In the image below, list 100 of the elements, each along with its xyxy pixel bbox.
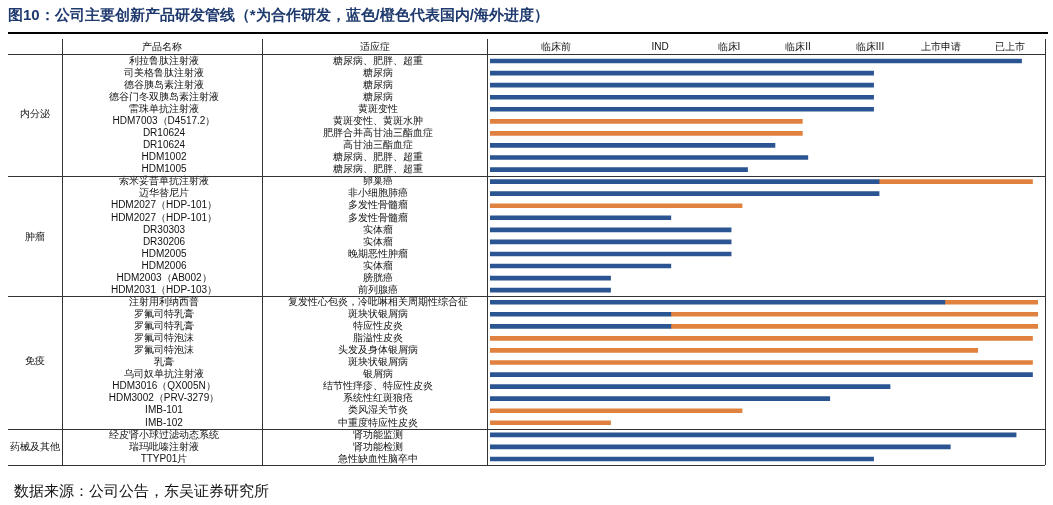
y-tick-label: HDM2003（AB002）: [116, 271, 212, 283]
y2-tick-label: 斑块状银屑病: [348, 308, 408, 320]
y-tick-label: 罗氟司特泡沫: [134, 332, 194, 344]
y2-tick-label: 实体瘤: [363, 259, 393, 271]
y-tick-label: 经皮肾小球过滤动态系统: [109, 428, 219, 440]
bar: [670, 323, 1038, 329]
y-tick-label: 罗氟司特乳膏: [134, 308, 194, 320]
annotation: 已上市: [995, 40, 1025, 52]
y-tick-label: DR30206: [142, 235, 186, 247]
bar: [944, 299, 1038, 305]
y2-tick-label: 黄斑变性、黄斑水肿: [333, 115, 423, 127]
y-tick-label: 罗氟司特泡沫: [134, 344, 194, 356]
bar: [490, 372, 1033, 377]
y-tick-label: DR30303: [142, 223, 186, 235]
y-tick-label: 司美格鲁肽注射液: [124, 66, 204, 78]
bar: [490, 408, 743, 414]
y2-tick-label: 多发性骨髓瘤: [348, 211, 408, 223]
y2-tick-label: 多发性骨髓瘤: [348, 199, 408, 211]
y-tick-label: 罗氟司特乳膏: [134, 320, 194, 332]
y-tick-label: HDM2031（HDP-103）: [110, 283, 218, 295]
y2-tick-label: 高甘油三酯血症: [343, 139, 413, 151]
bar: [490, 348, 979, 353]
y2-tick-label: 脂溢性皮炎: [353, 332, 403, 344]
y-tick-label: 雷珠单抗注射液: [129, 103, 199, 115]
bar: [490, 131, 803, 136]
y2-tick-label: 实体瘤: [363, 223, 393, 235]
bar: [490, 336, 1033, 341]
text: 药械及其他: [10, 440, 60, 452]
y2-tick-label: 肾功能检测: [353, 440, 403, 452]
y-tick-label: HDM2027（HDP-101）: [110, 199, 218, 211]
y-tick-label: 乳膏: [154, 356, 174, 368]
y2-tick-label: 实体瘤: [363, 235, 393, 247]
y-tick-label: 德谷胰岛素注射液: [124, 78, 204, 90]
text: 免疫: [25, 355, 45, 367]
text: 图10：公司主要创新产品研发管线（*为合作研发，蓝色/橙色代表国内/海外进度）: [8, 6, 549, 24]
y-tick-label: HDM1002: [141, 151, 187, 163]
y2-tick-label: 晚期恶性肿瘤: [348, 247, 408, 259]
annotation: IND: [651, 40, 669, 52]
bar: [490, 203, 743, 209]
y-tick-label: 瑞玛吡嗪注射液: [129, 440, 199, 452]
annotation: 临床I: [717, 40, 741, 52]
bar: [490, 118, 803, 124]
y2-tick-label: 膀胱癌: [363, 271, 393, 283]
y2-tick-label: 系统性红斑狼疮: [343, 392, 413, 404]
y2-tick-label: 前列腺癌: [358, 283, 398, 295]
y-tick-label: TTYP01片: [140, 452, 188, 464]
y2-tick-label: 黄斑变性: [358, 103, 398, 115]
annotation: 临床前: [541, 40, 571, 52]
bar: [490, 106, 874, 112]
text: 肿瘤: [25, 230, 45, 242]
y2-tick-label: 非小细胞肺癌: [348, 187, 408, 199]
y-tick-label: 注射用利纳西普: [129, 295, 199, 307]
y2-tick-label: 斑块状银屑病: [348, 356, 408, 368]
bar: [490, 94, 874, 100]
y-tick-label: HDM3002（PRV-3279）: [108, 392, 220, 404]
y-tick-label: HDM2005: [141, 247, 187, 259]
bar: [490, 155, 809, 160]
y2-tick-label: 特应性皮炎: [353, 320, 403, 332]
annotation: 上市申请: [921, 40, 961, 52]
y2-tick-label: 银屑病: [362, 368, 393, 380]
y-tick-label: 迈华替尼片: [139, 187, 189, 199]
bar: [490, 215, 672, 221]
y-tick-label: HDM1005: [141, 163, 187, 175]
bar: [490, 191, 880, 197]
y2-tick-label: 复发性心包炎，冷吡啉相关周期性综合征: [288, 295, 468, 307]
y-tick-label: HDM2027（HDP-101）: [110, 211, 218, 223]
text: 内分泌: [20, 107, 50, 119]
y2-tick-label: 糖尿病、肥胖、超重: [333, 151, 423, 163]
bar: [490, 396, 831, 402]
annotation: 临床III: [855, 40, 885, 52]
y-tick-label: HDM7003（D4517.2）: [112, 115, 216, 127]
bar: [670, 311, 1038, 317]
y-tick-label: IMB-102: [145, 416, 184, 428]
bar: [490, 299, 946, 305]
bar: [490, 311, 672, 317]
y2-tick-label: 糖尿病、肥胖、超重: [333, 54, 423, 66]
bar: [878, 179, 1033, 184]
bar: [490, 384, 891, 389]
source-note: 数据来源：公司公告，东吴证券研究所: [14, 482, 269, 500]
bar: [490, 167, 748, 172]
y2-tick-label: 糖尿病: [363, 66, 393, 78]
y2-tick-label: 中重度特应性皮炎: [338, 416, 418, 428]
y-tick-label: IMB-101: [145, 404, 184, 416]
bar: [490, 323, 672, 329]
bar: [490, 179, 880, 184]
y2-tick-label: 肾功能监测: [353, 428, 403, 440]
bar: [490, 143, 776, 148]
annotation: 临床II: [785, 40, 811, 52]
bar: [490, 420, 611, 426]
y2-tick-label: 糖尿病、肥胖、超重: [333, 163, 423, 175]
y-tick-label: 德谷门冬双胰岛素注射液: [109, 90, 219, 102]
y2-tick-label: 结节性痒疹、特应性皮炎: [323, 380, 433, 392]
y-tick-label: DR10624: [142, 127, 186, 139]
y-tick-label: 乌司奴单抗注射液: [124, 368, 204, 380]
y2-tick-label: 头发及身体银屑病: [338, 344, 418, 356]
y2-tick-label: 类风湿关节炎: [348, 404, 408, 416]
y-tick-label: DR10624: [142, 139, 186, 151]
y2-tick-label: 糖尿病: [363, 78, 393, 90]
y-tick-label: 利拉鲁肽注射液: [129, 54, 199, 66]
y2-axis-title: 适应症: [359, 40, 390, 52]
